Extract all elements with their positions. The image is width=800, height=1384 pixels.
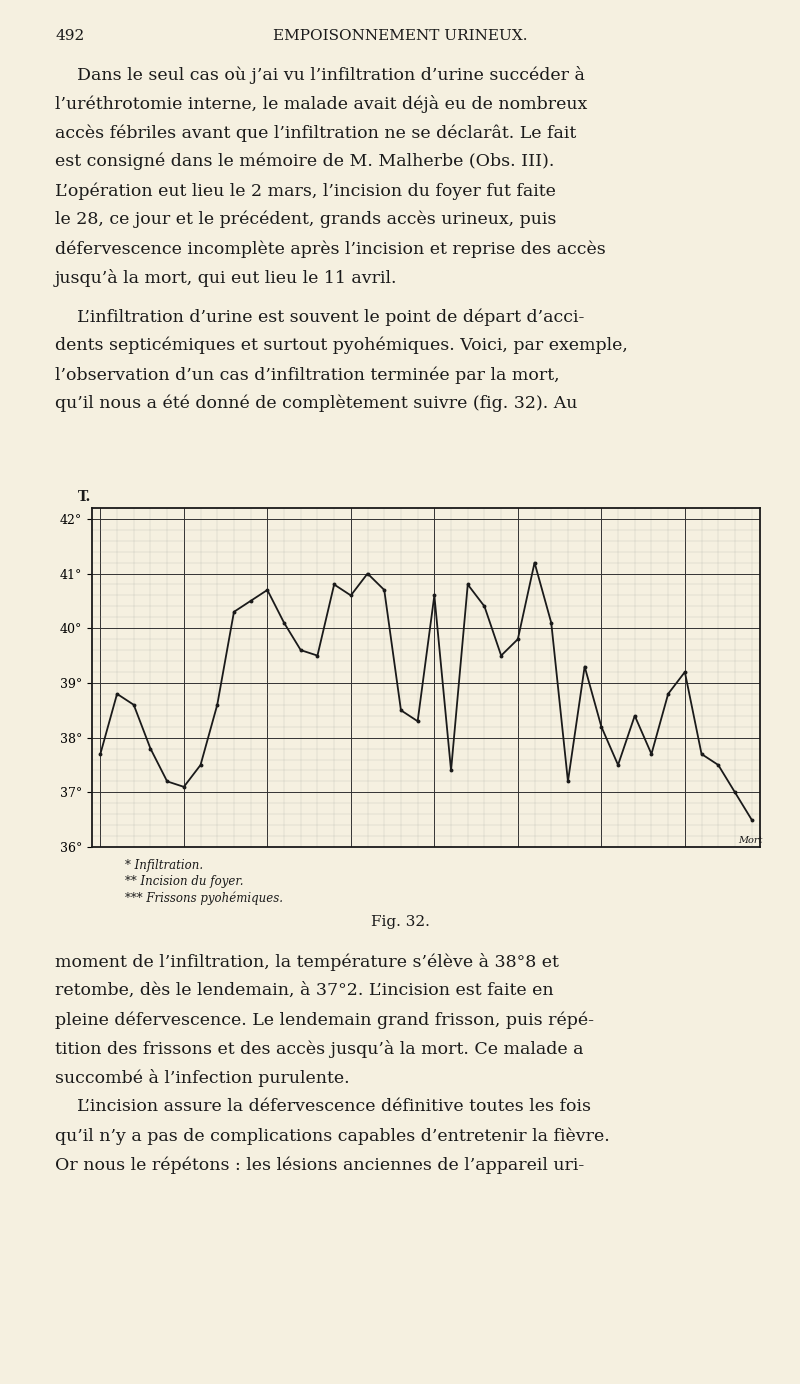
Text: L’infiltration d’urine est souvent le point de départ d’acci-: L’infiltration d’urine est souvent le po…	[55, 309, 584, 325]
Text: ** Incision du foyer.: ** Incision du foyer.	[125, 875, 243, 889]
Text: succombé à l’infection purulente.: succombé à l’infection purulente.	[55, 1068, 350, 1086]
Text: l’uréthrotomie interne, le malade avait déjà eu de nombreux: l’uréthrotomie interne, le malade avait …	[55, 95, 587, 113]
Text: défervescence incomplète après l’incision et reprise des accès: défervescence incomplète après l’incisio…	[55, 239, 606, 257]
Text: est consigné dans le mémoire de M. Malherbe (Obs. III).: est consigné dans le mémoire de M. Malhe…	[55, 154, 554, 170]
Text: tition des frissons et des accès jusqu’à la mort. Ce malade a: tition des frissons et des accès jusqu’à…	[55, 1039, 583, 1057]
Text: l’observation d’un cas d’infiltration terminée par la mort,: l’observation d’un cas d’infiltration te…	[55, 365, 560, 383]
Text: jusqu’à la mort, qui eut lieu le 11 avril.: jusqu’à la mort, qui eut lieu le 11 avri…	[55, 268, 398, 286]
Text: 492: 492	[55, 29, 84, 43]
Text: accès fébriles avant que l’infiltration ne se déclarât. Le fait: accès fébriles avant que l’infiltration …	[55, 125, 576, 141]
Text: Fig. 32.: Fig. 32.	[370, 915, 430, 929]
Text: au cours d'une infiltration d'urine: au cours d'une infiltration d'urine	[294, 826, 506, 839]
Text: L’incision assure la défervescence définitive toutes les fois: L’incision assure la défervescence défin…	[55, 1098, 591, 1116]
Text: Infection purulente: Infection purulente	[332, 810, 468, 823]
Text: moment de l’infiltration, la température s’élève à 38°8 et: moment de l’infiltration, la température…	[55, 954, 559, 972]
Text: qu’il nous a été donné de complètement suivre (fig. 32). Au: qu’il nous a été donné de complètement s…	[55, 394, 578, 412]
Text: retombe, dès le lendemain, à 37°2. L’incision est faite en: retombe, dès le lendemain, à 37°2. L’inc…	[55, 983, 554, 999]
Text: EMPOISONNEMENT URINEUX.: EMPOISONNEMENT URINEUX.	[273, 29, 527, 43]
Text: L’opération eut lieu le 2 mars, l’incision du foyer fut faite: L’opération eut lieu le 2 mars, l’incisi…	[55, 183, 556, 199]
Text: Dans le seul cas où j’ai vu l’infiltration d’urine succéder à: Dans le seul cas où j’ai vu l’infiltrati…	[55, 66, 585, 84]
Text: Or nous le répétons : les lésions anciennes de l’appareil uri-: Or nous le répétons : les lésions ancien…	[55, 1156, 584, 1174]
Text: qu’il n’y a pas de complications capables d’entretenir la fièvre.: qu’il n’y a pas de complications capable…	[55, 1127, 610, 1145]
Text: dents septicémiques et surtout pyohémiques. Voici, par exemple,: dents septicémiques et surtout pyohémiqu…	[55, 336, 628, 354]
Text: * Infiltration.: * Infiltration.	[125, 859, 203, 872]
Text: Mort: Mort	[738, 836, 762, 844]
Text: pleine défervescence. Le lendemain grand frisson, puis répé-: pleine défervescence. Le lendemain grand…	[55, 1010, 594, 1028]
Text: *** Frissons pyohémiques.: *** Frissons pyohémiques.	[125, 891, 283, 905]
Text: T.: T.	[78, 490, 91, 504]
Text: le 28, ce jour et le précédent, grands accès urineux, puis: le 28, ce jour et le précédent, grands a…	[55, 210, 556, 228]
